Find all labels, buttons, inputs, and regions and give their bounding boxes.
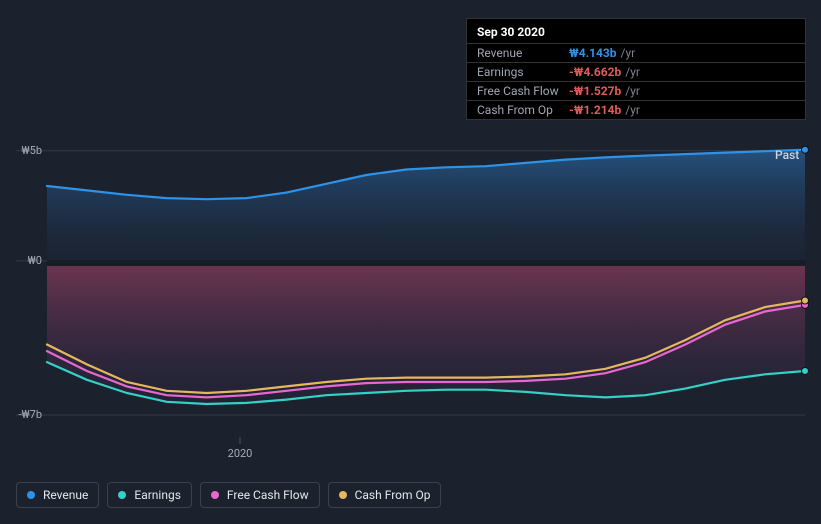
tooltip-metric-value: ₩4.143b [569, 46, 617, 60]
legend-label: Free Cash Flow [227, 488, 309, 502]
tooltip-metric-unit: /yr [625, 84, 640, 98]
legend-dot-icon [118, 491, 126, 499]
legend-label: Revenue [43, 488, 88, 502]
legend-label: Cash From Op [355, 488, 431, 502]
tooltip-metric-label: Free Cash Flow [477, 84, 569, 98]
tooltip-metric-value: -₩1.527b [569, 84, 621, 98]
tooltip-date: Sep 30 2020 [467, 23, 805, 43]
tooltip-row: Earnings-₩4.662b/yr [467, 62, 805, 81]
legend-item-revenue[interactable]: Revenue [16, 482, 99, 508]
legend: Revenue Earnings Free Cash Flow Cash From O… [16, 482, 441, 508]
data-tooltip: Sep 30 2020 Revenue₩4.143b/yrEarnings-₩4… [466, 18, 806, 120]
legend-dot-icon [211, 491, 219, 499]
past-label: Past [775, 148, 799, 162]
legend-item-fcf[interactable]: Free Cash Flow [200, 482, 320, 508]
y-axis-label: ₩0 [0, 254, 42, 267]
tooltip-metric-value: -₩1.214b [569, 103, 621, 117]
y-axis-label: -₩7b [0, 408, 42, 421]
tooltip-row: Cash From Op-₩1.214b/yr [467, 100, 805, 119]
tooltip-metric-label: Earnings [477, 65, 569, 79]
legend-label: Earnings [134, 488, 181, 502]
tooltip-row: Revenue₩4.143b/yr [467, 43, 805, 62]
tooltip-metric-unit: /yr [625, 65, 640, 79]
x-axis-label: 2020 [228, 447, 253, 460]
y-axis-label: ₩5b [0, 144, 42, 157]
tooltip-metric-unit: /yr [621, 46, 636, 60]
tooltip-row: Free Cash Flow-₩1.527b/yr [467, 81, 805, 100]
legend-dot-icon [27, 491, 35, 499]
legend-item-earnings[interactable]: Earnings [107, 482, 192, 508]
tooltip-metric-value: -₩4.662b [569, 65, 621, 79]
tooltip-metric-unit: /yr [625, 103, 640, 117]
legend-item-cfo[interactable]: Cash From Op [328, 482, 442, 508]
tooltip-metric-label: Cash From Op [477, 103, 569, 117]
legend-dot-icon [339, 491, 347, 499]
tooltip-metric-label: Revenue [477, 46, 569, 60]
